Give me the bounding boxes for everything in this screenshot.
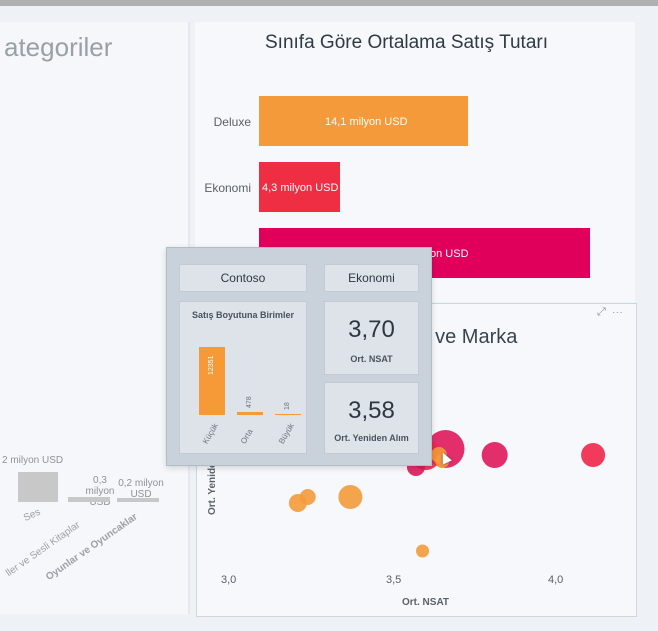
scatter-bubble[interactable]: [416, 544, 430, 558]
left-value-label: 0,2 milyon USD: [118, 478, 164, 500]
mini-bar-category: Orta: [239, 427, 255, 446]
scatter-bubble[interactable]: [435, 454, 450, 468]
x-tick-label: 3,0: [221, 574, 237, 586]
mini-bar-value: 478: [246, 396, 253, 409]
bar-category-label: Ekonomi: [204, 181, 251, 195]
mini-bar-value: 12351: [208, 355, 215, 375]
more-options-icon[interactable]: ⋯: [611, 306, 629, 318]
bar-category-label: Deluxe: [213, 115, 251, 129]
scatter-bubble[interactable]: [299, 489, 316, 505]
scatter-bubble[interactable]: [581, 443, 606, 467]
bar-chart-title: Sınıfa Göre Ortalama Satış Tutarı: [265, 32, 549, 53]
kpi-repurchase-value: 3,58: [348, 397, 395, 424]
tooltip-class-box: Ekonomi: [324, 264, 419, 292]
scatter-chart-title: f ve Marka: [424, 326, 518, 348]
left-category-bar[interactable]: [18, 472, 58, 502]
bar-deluxe[interactable]: [259, 96, 468, 146]
left-category-bar[interactable]: [117, 498, 159, 502]
kpi-nsat-value: 3,70: [348, 316, 395, 343]
bar-value-label: on USD: [430, 248, 469, 260]
categories-panel[interactable]: [0, 22, 190, 614]
tooltip-mini-chart: Satış Boyutuna Birimler 12351 Küçük 478 Ort…: [179, 301, 307, 454]
mini-bar-category: Küçük: [201, 421, 220, 446]
bar-ekonomi[interactable]: [259, 162, 340, 212]
kpi-repurchase-label: Ort. Yeniden Alım: [334, 433, 409, 443]
mini-bar: [237, 412, 263, 415]
expand-icon[interactable]: ⤢: [597, 306, 612, 318]
tooltip-card: Contoso Ekonomi Satış Boyutuna Birimler …: [166, 247, 432, 466]
bar-value-label: 4,3 milyon USD: [262, 182, 339, 194]
left-category-bar[interactable]: [68, 497, 110, 502]
mini-bar-value: 18: [284, 401, 291, 410]
mini-bar: [199, 347, 225, 415]
tooltip-brand: Contoso: [220, 271, 266, 285]
x-tick-label: 4,0: [548, 574, 564, 586]
mini-bar: [275, 413, 301, 415]
categories-title: ategoriler: [4, 32, 113, 62]
left-value-label: 2 milyon USD: [2, 455, 64, 466]
scatter-bubble[interactable]: [338, 485, 363, 509]
mini-bar-category: Büyük: [277, 421, 296, 446]
bar-value-label: 14,1 milyon USD: [325, 116, 408, 128]
scatter-bubble[interactable]: [481, 442, 508, 468]
kpi-repurchase-card: 3,58 Ort. Yeniden Alım: [324, 382, 419, 454]
kpi-nsat-card: 3,70 Ort. NSAT: [324, 301, 419, 375]
tooltip-class: Ekonomi: [348, 271, 395, 285]
window-top-shadow: [0, 0, 658, 6]
tooltip-brand-box: Contoso: [179, 264, 307, 292]
x-tick-label: 3,5: [386, 574, 402, 586]
x-axis-title: Ort. NSAT: [402, 597, 450, 608]
panel-header-icons: ⤢⋯: [597, 306, 629, 319]
y-axis-title: Ort. Yenide: [207, 462, 218, 515]
kpi-nsat-label: Ort. NSAT: [350, 354, 393, 364]
mini-chart-title: Satış Boyutuna Birimler: [191, 310, 295, 320]
left-value-label: 0,3 milyon USD: [85, 475, 115, 508]
